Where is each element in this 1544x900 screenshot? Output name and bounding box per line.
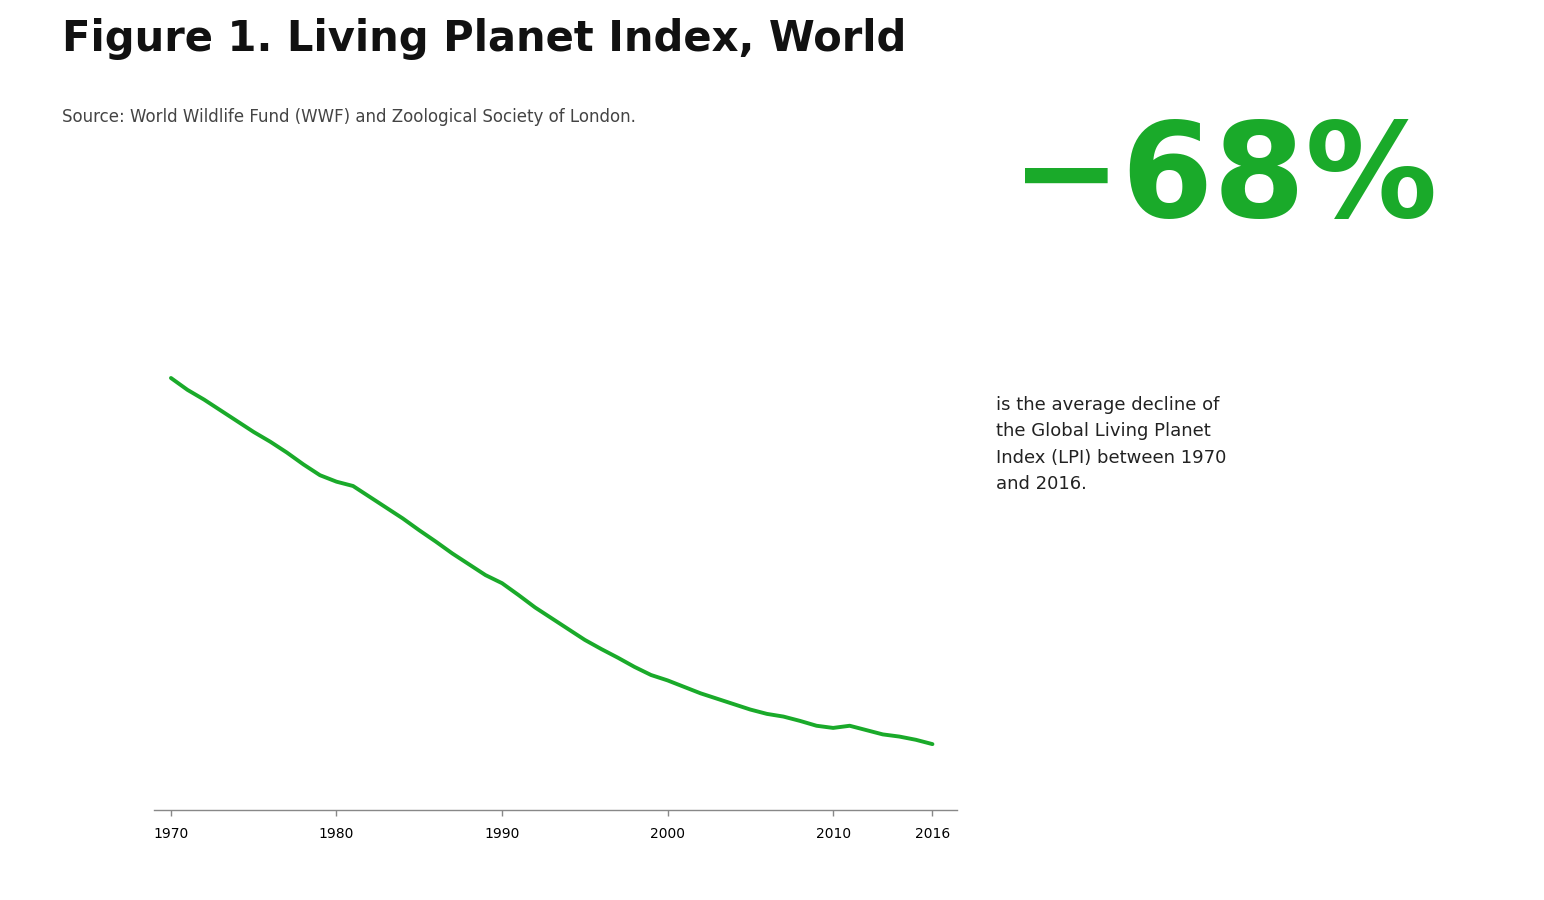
Text: Figure 1. Living Planet Index, World: Figure 1. Living Planet Index, World [62,18,906,60]
Text: −68%: −68% [1011,117,1437,244]
Text: is the average decline of
the Global Living Planet
Index (LPI) between 1970
and : is the average decline of the Global Liv… [996,396,1226,493]
Text: Source: World Wildlife Fund (WWF) and Zoological Society of London.: Source: World Wildlife Fund (WWF) and Zo… [62,108,636,126]
